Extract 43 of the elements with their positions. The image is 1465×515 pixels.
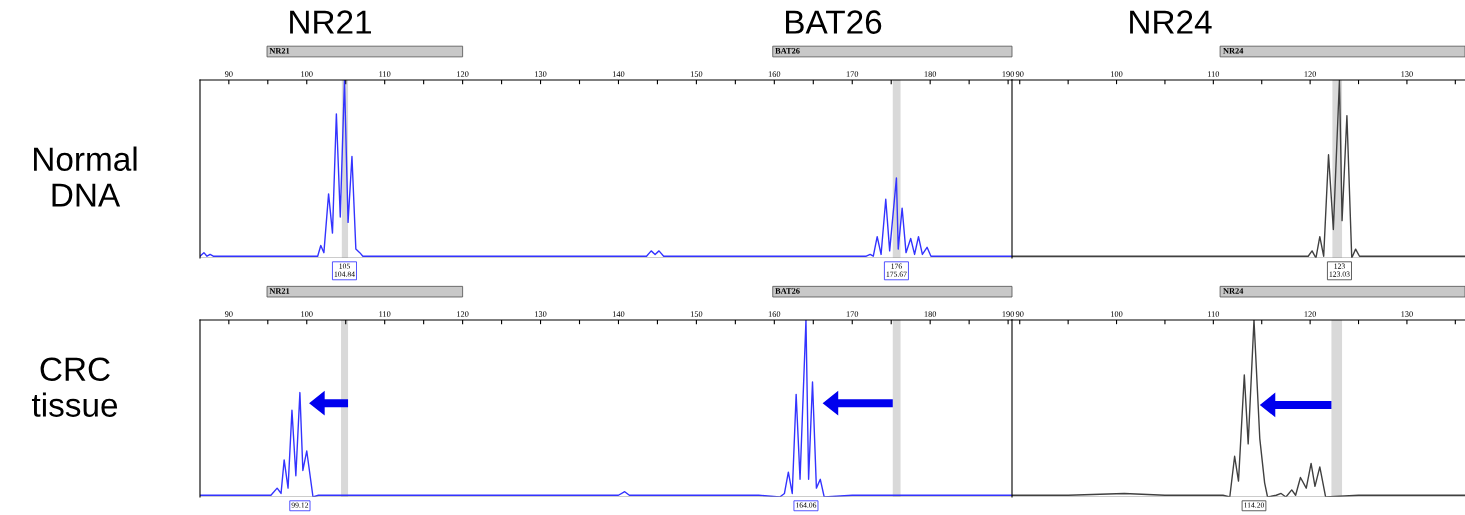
x-tick-label: 120 bbox=[1304, 311, 1317, 317]
x-tick-label: 100 bbox=[301, 311, 313, 317]
x-tick-label: 130 bbox=[1401, 311, 1413, 317]
x-tick-label: 130 bbox=[535, 71, 547, 77]
x-tick-label: 130 bbox=[535, 311, 547, 317]
text: NR21 bbox=[269, 48, 290, 54]
x-tick-label: 160 bbox=[768, 71, 781, 77]
text: BAT26 bbox=[786, 10, 882, 34]
x-tick-label: 110 bbox=[1207, 71, 1220, 77]
x-tick-label: 190 bbox=[1002, 311, 1015, 317]
x-tick-label: 120 bbox=[457, 71, 469, 77]
text: Normal DNA bbox=[34, 146, 137, 207]
text: CRC tissue bbox=[31, 357, 118, 417]
x-tick-label: 100 bbox=[1111, 71, 1123, 77]
x-tick-label: 90 bbox=[1015, 71, 1024, 77]
x-tick-label: 90 bbox=[1015, 311, 1024, 317]
text: BAT26 bbox=[775, 288, 800, 294]
x-tick-label: 130 bbox=[1401, 71, 1413, 77]
x-tick-label: 150 bbox=[690, 71, 703, 77]
x-tick-label: 170 bbox=[846, 311, 859, 317]
x-tick-label: 100 bbox=[301, 71, 313, 77]
x-tick-label: 160 bbox=[768, 311, 781, 317]
x-tick-label: 150 bbox=[690, 311, 703, 317]
x-tick-label: 180 bbox=[924, 71, 937, 77]
x-tick-label: 110 bbox=[379, 71, 391, 77]
x-tick-label: 110 bbox=[379, 311, 391, 317]
x-tick-label: 140 bbox=[612, 71, 625, 77]
x-tick-label: 120 bbox=[1304, 71, 1317, 77]
text: BAT26 bbox=[775, 48, 800, 54]
x-tick-label: 180 bbox=[924, 311, 937, 317]
x-tick-label: 100 bbox=[1111, 311, 1123, 317]
x-tick-label: 140 bbox=[612, 311, 625, 317]
text: NR21 bbox=[269, 288, 290, 294]
text: NR24 bbox=[1223, 48, 1244, 54]
text: NR24 bbox=[1130, 10, 1212, 34]
x-tick-label: 190 bbox=[1002, 71, 1015, 77]
x-tick-label: 90 bbox=[224, 311, 233, 317]
text: NR24 bbox=[1223, 288, 1244, 294]
text: NR21 bbox=[290, 10, 371, 34]
x-tick-label: 120 bbox=[457, 311, 469, 317]
x-tick-label: 110 bbox=[1207, 311, 1220, 317]
x-tick-label: 90 bbox=[224, 71, 233, 77]
x-tick-label: 170 bbox=[846, 71, 859, 77]
